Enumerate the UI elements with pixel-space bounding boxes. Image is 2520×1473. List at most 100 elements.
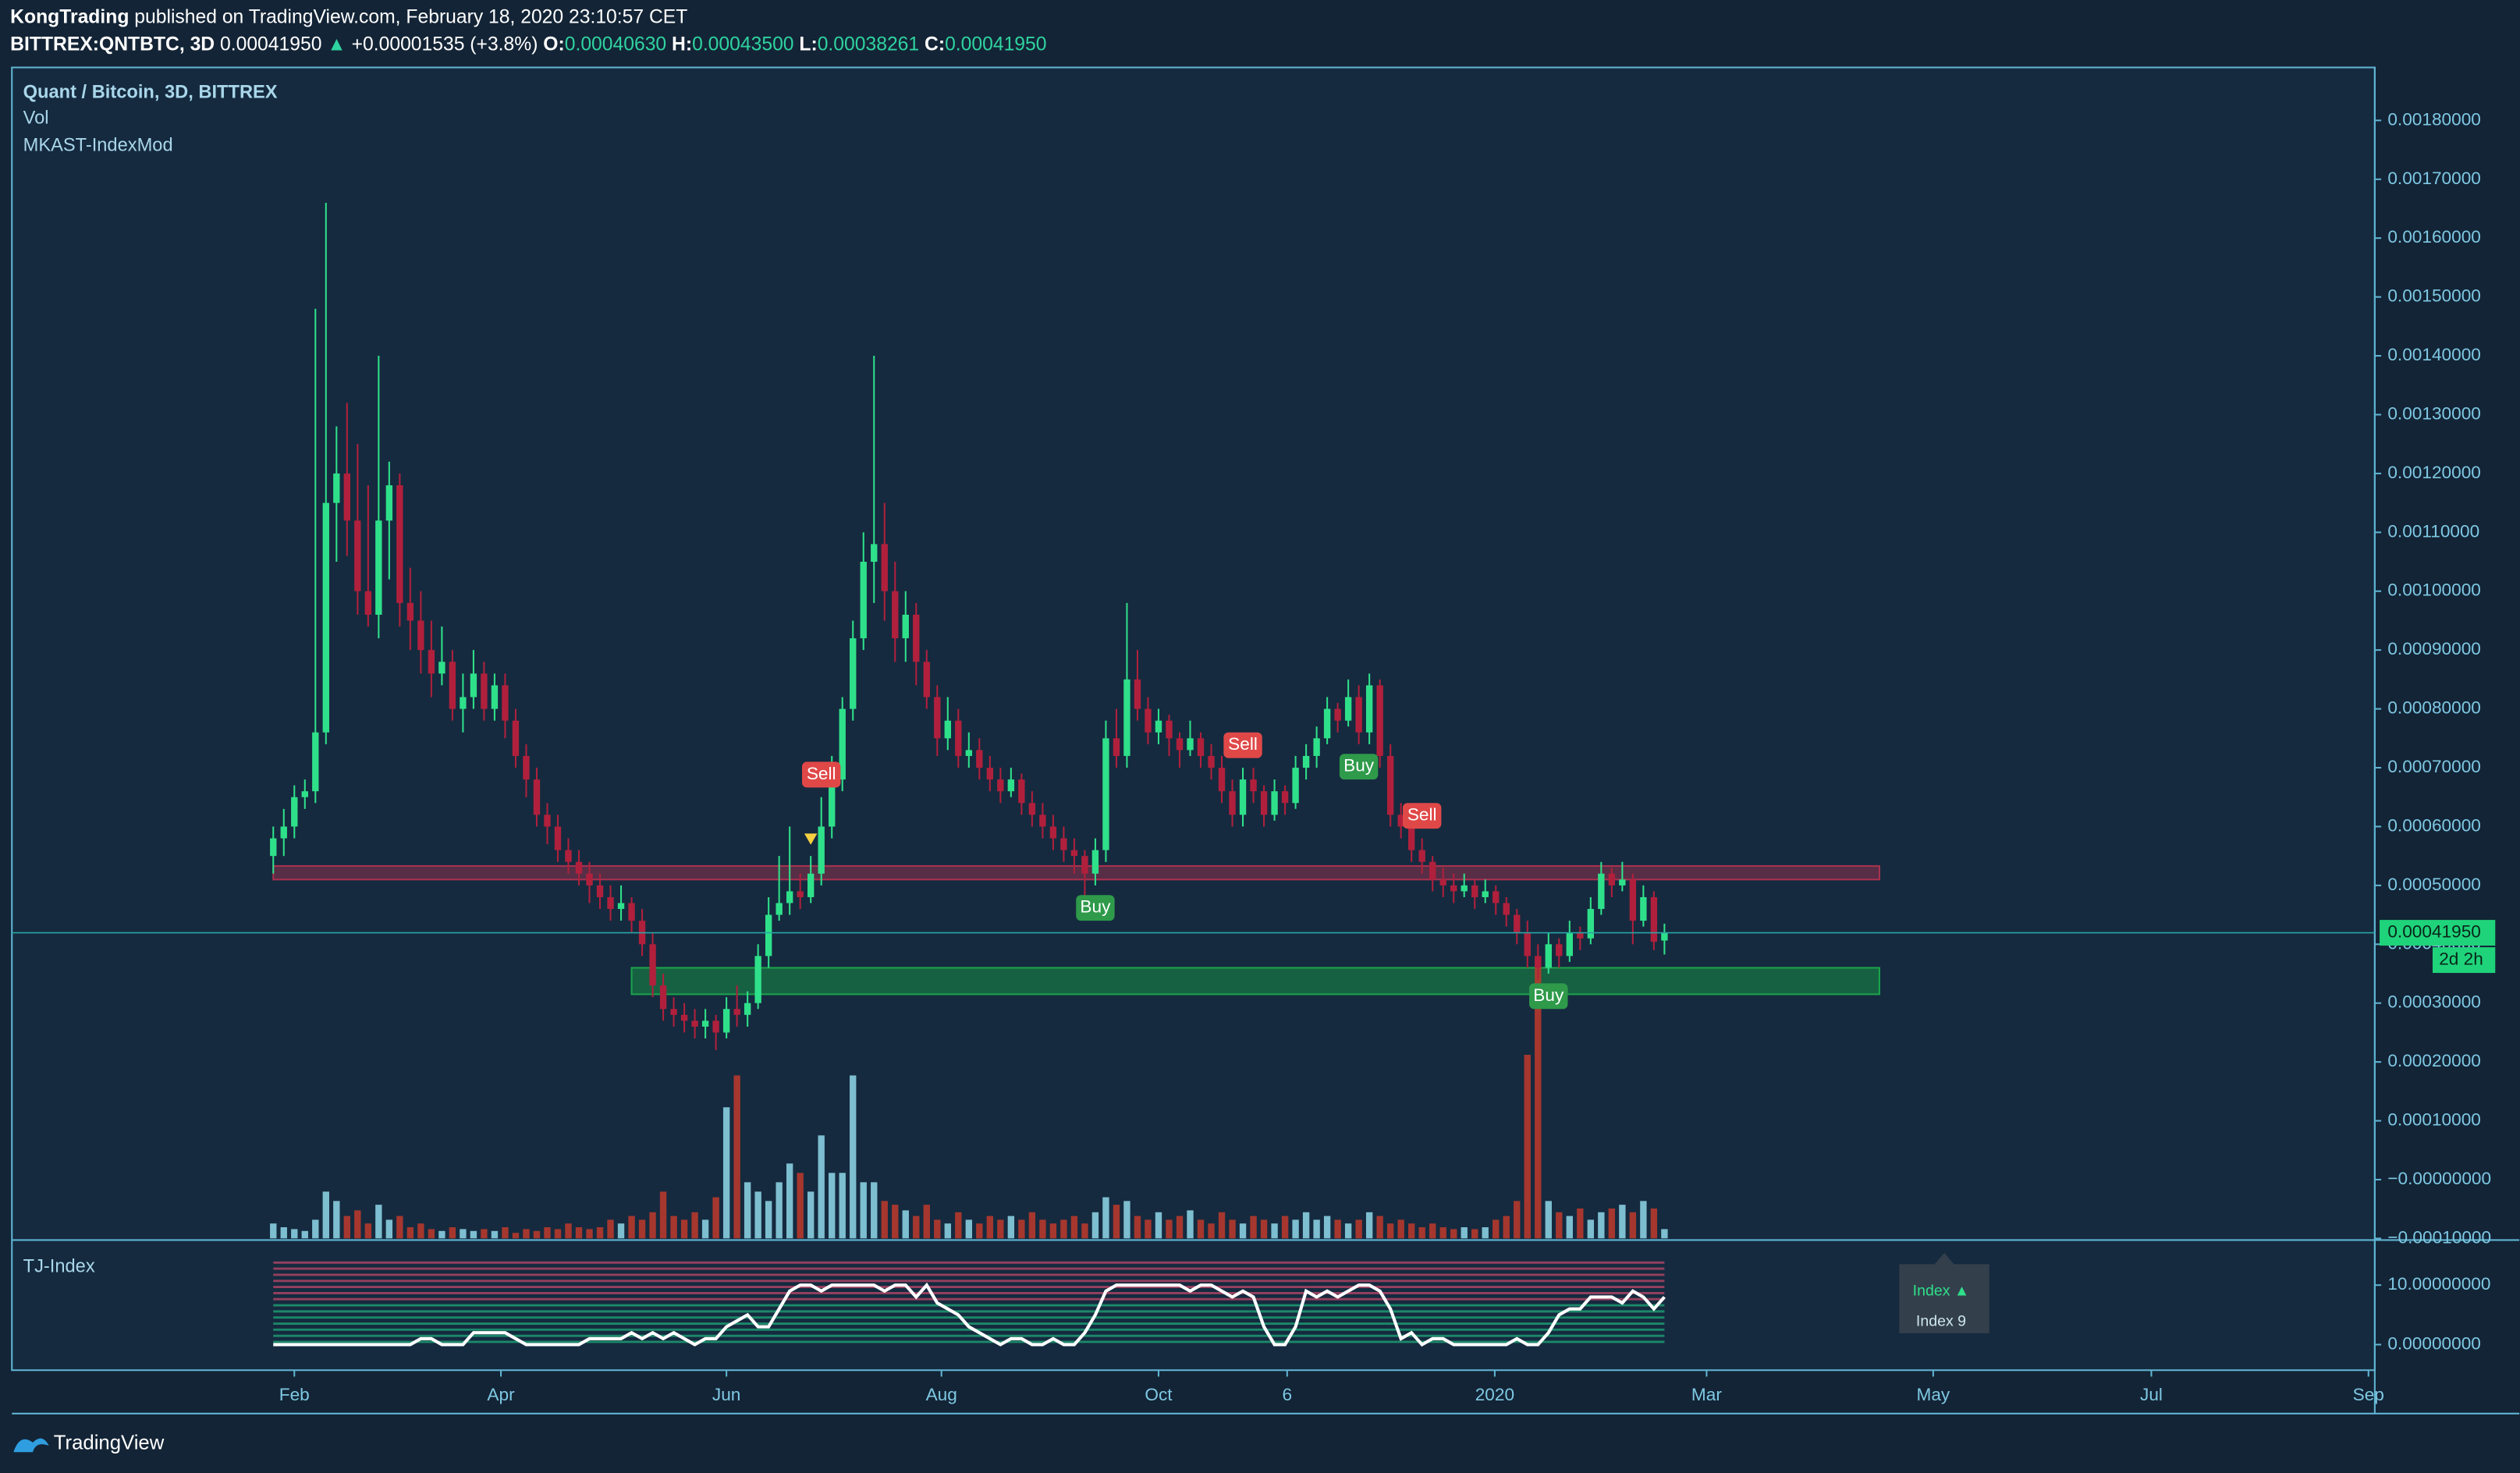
candle-body: [1577, 932, 1584, 939]
signal-label: Buy: [1343, 756, 1375, 776]
x-tick-label: May: [1916, 1385, 1950, 1404]
candle-body: [1397, 815, 1404, 827]
volume-bar: [607, 1219, 614, 1239]
volume-bar: [1376, 1216, 1383, 1239]
legend-entry: Vol: [23, 108, 49, 129]
volume-bar: [1302, 1212, 1310, 1239]
volume-bar: [270, 1223, 277, 1239]
arrow: ▲: [327, 34, 346, 55]
candle-body: [1503, 903, 1510, 915]
signal-box: [1529, 983, 1568, 1010]
volume-bar: [913, 1216, 920, 1239]
y-tick-label: −0.00010000: [2387, 1227, 2491, 1247]
volume-bar: [628, 1216, 635, 1239]
o-label: O:: [543, 34, 564, 55]
candle-body: [1060, 838, 1067, 850]
candle-body: [396, 484, 403, 603]
candle-body: [1598, 873, 1605, 910]
candle-body: [1176, 738, 1184, 751]
countdown-tag: [2432, 947, 2496, 974]
volume-bar: [406, 1226, 414, 1239]
candle-body: [1556, 944, 1563, 957]
volume-bar: [712, 1197, 719, 1239]
y-tick-label: 10.00000000: [2387, 1274, 2490, 1294]
volume-bar: [1134, 1216, 1141, 1239]
volume-bar: [1155, 1212, 1162, 1239]
candle-body: [417, 620, 424, 651]
published: published on TradingView.com, February 1…: [134, 6, 687, 27]
index-line: [273, 1282, 1666, 1347]
volume-bar: [1039, 1219, 1046, 1239]
price: 0.00041950: [220, 34, 321, 55]
candle-body: [829, 779, 836, 827]
publisher: KongTrading: [10, 6, 129, 27]
volume-bar: [470, 1230, 477, 1239]
candle-body: [512, 720, 520, 756]
volume-bar: [839, 1173, 846, 1239]
volume-bar: [1407, 1223, 1415, 1239]
footer-brand: TradingView: [54, 1432, 165, 1454]
y-tick-label: 0.00010000: [2387, 1110, 2481, 1130]
x-tick-label: Feb: [279, 1385, 310, 1404]
y-tick-label: 0.00140000: [2387, 345, 2481, 364]
volume-bar: [680, 1219, 688, 1239]
last-price-label: 0.00041950: [2387, 922, 2481, 942]
volume-bar: [1461, 1226, 1468, 1239]
volume-bar: [1250, 1216, 1257, 1239]
volume-bar: [1145, 1219, 1152, 1239]
candle-body: [881, 544, 888, 591]
signal-box: [1223, 732, 1262, 758]
volume-bar: [1313, 1219, 1320, 1239]
volume-bar: [575, 1226, 583, 1239]
candle-body: [1049, 826, 1057, 839]
volume-bar: [1334, 1219, 1341, 1239]
candle-body: [502, 685, 509, 721]
volume-bar: [301, 1230, 308, 1239]
candle-body: [1260, 791, 1268, 815]
candle-body: [1640, 896, 1647, 921]
signal-box: [1402, 803, 1442, 829]
candle-body: [1461, 885, 1468, 892]
candle-body: [1661, 932, 1668, 941]
c: 0.00041950: [945, 34, 1046, 55]
volume-bar: [460, 1229, 467, 1239]
volume-bar: [1450, 1229, 1457, 1239]
volume-bar: [1018, 1219, 1025, 1239]
volume-bar: [554, 1229, 562, 1239]
volume-bar: [986, 1216, 994, 1239]
signal-label: Buy: [1533, 985, 1564, 1005]
volume-bar: [1239, 1223, 1247, 1239]
candle-body: [596, 885, 604, 897]
candle-body: [1281, 791, 1289, 804]
candle-body: [1386, 755, 1394, 815]
candle-body: [754, 956, 761, 1003]
candle-body: [523, 755, 530, 780]
volume-bar: [1208, 1223, 1215, 1239]
volume-bar: [1577, 1208, 1584, 1239]
volume-bar: [333, 1201, 340, 1239]
volume-bar: [1640, 1201, 1647, 1239]
volume-bar: [797, 1173, 804, 1239]
volume-bar: [312, 1219, 319, 1239]
candle-body: [1429, 861, 1436, 880]
volume-bar: [944, 1223, 951, 1239]
zone: [630, 967, 1880, 996]
volume-bar: [955, 1212, 962, 1239]
candle-body: [871, 544, 878, 563]
signal-box: [1076, 895, 1115, 921]
volume-bar: [1429, 1223, 1436, 1239]
candle-body: [1365, 685, 1373, 733]
candle-body: [934, 697, 941, 739]
header-line-1: KongTrading published on TradingView.com…: [10, 6, 687, 27]
volume-bar: [1218, 1212, 1226, 1239]
volume-bar: [1007, 1216, 1015, 1239]
candle-body: [375, 520, 382, 615]
volume-bar: [491, 1230, 499, 1239]
volume-bar: [1535, 957, 1542, 1239]
candle-body: [586, 873, 593, 886]
volume-bar: [343, 1216, 351, 1239]
volume-bar: [1113, 1205, 1120, 1239]
candle-body: [1629, 879, 1637, 921]
volume-bar: [280, 1226, 287, 1239]
volume-bar: [1123, 1201, 1130, 1239]
